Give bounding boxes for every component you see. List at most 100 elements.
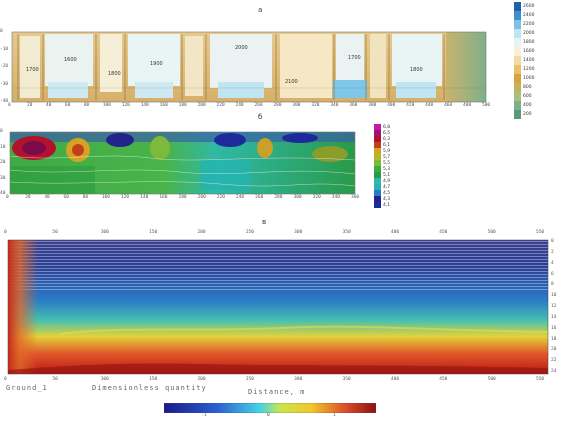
axis-tick: 550 bbox=[536, 377, 545, 382]
panel-b-x-axis: 0 20 40 60 80 100 120 140 160 180 200 220 240 260 280 3… bbox=[0, 195, 365, 204]
contour-label: 1700 bbox=[348, 55, 361, 61]
panel-a-contour-labels: 1700 1600 1800 1900 2000 2100 1700 1800 bbox=[0, 22, 500, 114]
panel-c-colorbar bbox=[164, 403, 376, 413]
legend-label: 200 bbox=[523, 112, 532, 117]
axis-tick: 12 bbox=[551, 304, 557, 309]
axis-tick: 500 bbox=[482, 103, 491, 108]
axis-tick: 120 bbox=[121, 195, 130, 200]
axis-tick: 300 bbox=[294, 230, 303, 235]
ground-label: Ground_1 bbox=[6, 384, 48, 392]
colorbar-ticks: -1 0 1 bbox=[164, 413, 376, 422]
legend-item: 2000 bbox=[514, 29, 534, 38]
legend-item: 600 bbox=[514, 92, 532, 101]
axis-tick: 20 bbox=[0, 160, 6, 165]
contour-label: 1800 bbox=[108, 71, 121, 77]
axis-tick: 4 bbox=[551, 260, 554, 266]
distance-axis-title: Distance, m bbox=[248, 388, 306, 396]
legend-swatch bbox=[374, 166, 381, 172]
axis-tick: 80 bbox=[82, 195, 89, 200]
axis-tick: 160 bbox=[159, 103, 168, 108]
legend-item: 5,1 bbox=[374, 172, 390, 178]
legend-swatch bbox=[374, 160, 381, 166]
axis-tick: 20 bbox=[551, 347, 557, 353]
axis-tick: 280 bbox=[274, 195, 283, 200]
legend-item: 5,9 bbox=[374, 148, 390, 154]
axis-tick: 14 bbox=[551, 314, 557, 320]
axis-tick: 320 bbox=[312, 195, 321, 200]
legend-label: 2200 bbox=[523, 22, 535, 27]
legend-item: 200 bbox=[514, 110, 532, 119]
legend-label: 4,1 bbox=[383, 202, 391, 208]
axis-tick: 300 bbox=[294, 377, 303, 382]
legend-label: 1200 bbox=[523, 67, 535, 72]
legend-label: 6,5 bbox=[383, 130, 391, 136]
legend-swatch bbox=[514, 20, 521, 29]
panel-a-legend: 2600 2400 2200 2000 1800 1600 1400 1200 1000 800 6… bbox=[514, 2, 554, 122]
panel-c-radargram bbox=[7, 239, 549, 375]
legend-label: 1400 bbox=[523, 58, 535, 63]
axis-tick: 500 bbox=[487, 230, 496, 235]
legend-label: 5,3 bbox=[383, 166, 391, 172]
legend-item: 400 bbox=[514, 101, 532, 110]
axis-tick: 200 bbox=[197, 195, 206, 200]
legend-swatch bbox=[514, 47, 521, 56]
legend-label: 6,1 bbox=[383, 142, 391, 148]
legend-swatch bbox=[514, 11, 521, 20]
legend-label: 5,1 bbox=[383, 172, 391, 178]
axis-tick: 100 bbox=[100, 377, 109, 382]
axis-tick: 250 bbox=[245, 230, 254, 235]
legend-label: 5,7 bbox=[383, 154, 391, 160]
axis-tick: 40 bbox=[0, 191, 6, 196]
legend-swatch bbox=[514, 92, 521, 101]
colorbar-tick: 1 bbox=[333, 413, 336, 418]
axis-tick: 0 bbox=[0, 29, 3, 34]
axis-tick: 10 bbox=[551, 293, 557, 299]
axis-tick: 100 bbox=[100, 230, 109, 235]
legend-swatch bbox=[374, 202, 381, 208]
legend-item: 4,9 bbox=[374, 178, 390, 184]
legend-item: 800 bbox=[514, 83, 532, 92]
colorbar-tick: -1 bbox=[201, 413, 207, 418]
axis-tick: 260 bbox=[255, 195, 264, 200]
axis-tick: -20 bbox=[0, 64, 9, 69]
contour-label: 2000 bbox=[235, 45, 248, 51]
legend-item: 5,3 bbox=[374, 166, 390, 172]
panel-a-x-axis: 0 20 40 60 80 100 120 140 160 180 200 220 240 260 280 3… bbox=[0, 103, 500, 112]
axis-tick: 440 bbox=[425, 103, 434, 108]
axis-tick: 100 bbox=[102, 103, 111, 108]
legend-swatch bbox=[514, 65, 521, 74]
axis-tick: 500 bbox=[487, 377, 496, 382]
dimensionless-label: Dimensionless quantity bbox=[92, 384, 207, 392]
legend-swatch bbox=[374, 178, 381, 184]
axis-tick: 0 bbox=[4, 377, 7, 382]
axis-tick: 100 bbox=[101, 195, 110, 200]
axis-tick: 350 bbox=[342, 230, 351, 235]
axis-tick: 260 bbox=[254, 103, 263, 108]
legend-swatch bbox=[374, 172, 381, 178]
axis-tick: 300 bbox=[292, 103, 301, 108]
legend-item: 1400 bbox=[514, 56, 534, 65]
legend-item: 1600 bbox=[514, 47, 534, 56]
legend-label: 5,9 bbox=[383, 148, 391, 154]
legend-item: 2600 bbox=[514, 2, 534, 11]
legend-swatch bbox=[374, 184, 381, 190]
axis-tick: 250 bbox=[245, 377, 254, 382]
axis-tick: 0 bbox=[6, 195, 9, 200]
contour-label: 1900 bbox=[150, 61, 163, 67]
axis-tick: 550 bbox=[536, 230, 545, 235]
axis-tick: 400 bbox=[390, 377, 400, 382]
axis-tick: 10 bbox=[0, 144, 6, 150]
colorbar-tick: 0 bbox=[267, 413, 270, 418]
axis-tick: 220 bbox=[216, 103, 225, 108]
legend-swatch bbox=[374, 148, 381, 154]
panel-a-plot bbox=[11, 31, 487, 103]
legend-swatch bbox=[374, 142, 381, 148]
axis-tick: 160 bbox=[159, 195, 168, 200]
panel-a-label: а bbox=[258, 6, 263, 14]
legend-label: 400 bbox=[523, 103, 532, 108]
axis-tick: 240 bbox=[235, 103, 244, 108]
axis-tick: 300 bbox=[293, 195, 302, 200]
axis-tick: 6 bbox=[551, 271, 554, 277]
axis-tick: 20 bbox=[25, 195, 31, 200]
axis-tick: 350 bbox=[342, 377, 351, 382]
